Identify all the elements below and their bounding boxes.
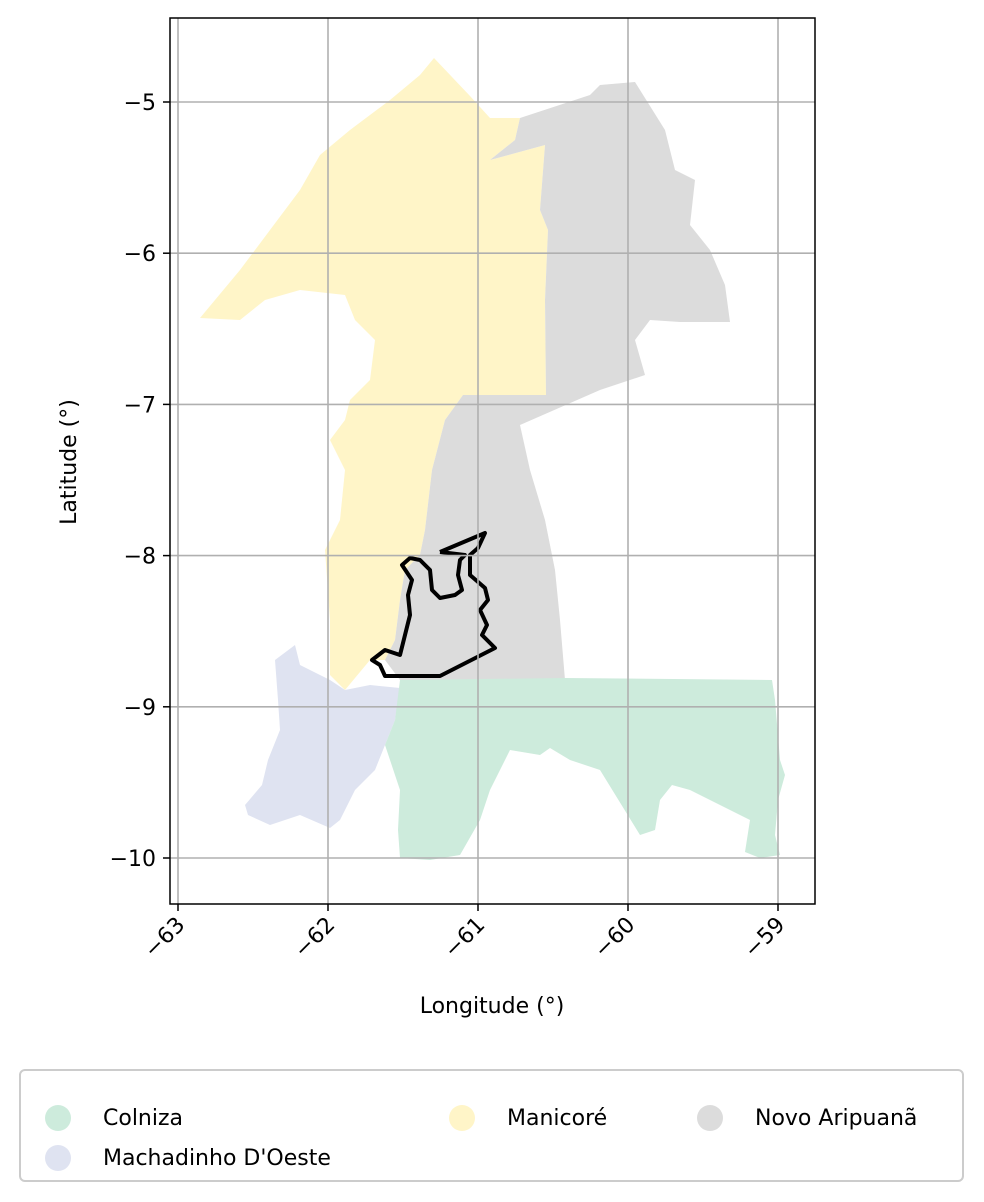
grid-lines [170,18,815,904]
x-tick-label: −63 [140,913,191,964]
y-tick-label: −10 [110,847,156,872]
x-tick-label: −61 [440,913,491,964]
region-novo-aripuana [385,82,730,680]
x-tick-label: −62 [290,913,341,964]
map-figure: −63 −62 −61 −60 −59 −5 −6 −7 −8 −9 −10 Longitude … [57,17,816,1019]
y-tick-label: −8 [124,545,156,570]
y-tick-label: −9 [124,696,156,721]
region-manicore [200,58,548,690]
y-tick-label: −5 [124,91,156,116]
legend: Colniza Machadinho D'Oeste Manicoré Novo… [19,1069,964,1182]
legend-marker-icon [45,1145,71,1171]
y-axis-label: Latitude (°) [57,399,82,525]
legend-marker-icon [697,1105,723,1131]
legend-item-manicore: Manicoré [449,1105,607,1131]
region-machadinho [245,645,400,828]
x-axis-label: Longitude (°) [420,994,565,1019]
legend-label: Manicoré [507,1105,608,1131]
y-tick-label: −6 [124,242,156,267]
legend-marker-icon [449,1105,475,1131]
legend-label: Novo Aripuanã [755,1105,918,1131]
region-colniza [385,678,785,860]
x-tick-labels: −63 −62 −61 −60 −59 [140,913,791,964]
legend-label: Colniza [103,1105,184,1131]
plot-frame [169,17,816,905]
tick-marks [163,101,779,911]
regions-layer [200,58,785,860]
y-tick-labels: −5 −6 −7 −8 −9 −10 [110,91,156,872]
x-tick-label: −59 [740,913,791,964]
study-area-outline [370,531,497,678]
x-tick-label: −60 [590,913,641,964]
legend-item-colniza: Colniza [45,1105,183,1131]
legend-marker-icon [45,1105,71,1131]
legend-item-novo-aripuana: Novo Aripuanã [697,1105,917,1131]
legend-label: Machadinho D'Oeste [103,1145,331,1171]
legend-item-machadinho: Machadinho D'Oeste [45,1145,331,1171]
y-tick-label: −7 [124,393,156,418]
